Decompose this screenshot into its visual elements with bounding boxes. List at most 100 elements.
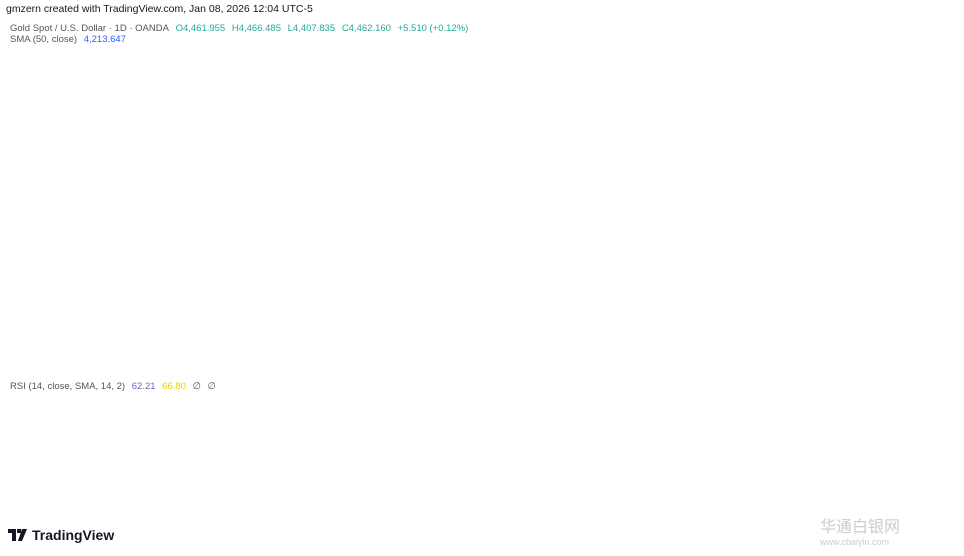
- candle-body: [628, 144, 642, 146]
- time-tick-label: 15: [613, 502, 623, 512]
- candle-body: [698, 93, 712, 132]
- time-tick-label: 7: [5, 502, 10, 512]
- price-tick-label: 3,900.000: [918, 292, 958, 302]
- candle: [838, 88, 852, 128]
- candle: [402, 196, 416, 206]
- candle: [228, 166, 242, 206]
- rsi-tick-label: 70.00: [921, 407, 944, 417]
- candle-body: [210, 186, 224, 212]
- candle: [245, 180, 259, 248]
- candle: [367, 199, 381, 218]
- candle-body: [297, 229, 311, 236]
- candle: [768, 52, 782, 146]
- candle-body: [506, 181, 520, 185]
- candle-body: [559, 174, 573, 182]
- time-tick-label: 3: [476, 502, 481, 512]
- candle-body: [262, 229, 276, 243]
- sma-legend[interactable]: SMA (50, close) 4,213.647: [10, 34, 130, 45]
- price-tick-label: 3,800.000: [918, 330, 958, 340]
- candle: [280, 228, 294, 260]
- chart-credit: gmzern created with TradingView.com, Jan…: [6, 3, 313, 15]
- price-tick-label: 4,500.000: [918, 67, 958, 77]
- time-tick-label: 23: [718, 502, 728, 512]
- candle: [472, 169, 486, 188]
- candle-body: [785, 130, 799, 134]
- candle-body: [803, 130, 817, 140]
- candle: [873, 70, 886, 101]
- tradingview-logo-icon: [8, 529, 27, 541]
- time-tick-label: 26: [752, 502, 762, 512]
- time-tick-label: 13: [230, 502, 240, 512]
- candle: [175, 216, 189, 258]
- time-tick-label: 11: [195, 502, 204, 512]
- price-badge-label: 4,180.688: [917, 190, 957, 200]
- candle: [419, 174, 433, 203]
- tradingview-logo[interactable]: TradingView: [8, 527, 114, 543]
- time-tick-label: 29: [38, 502, 48, 512]
- candle: [315, 217, 329, 245]
- time-tick-label: 7: [162, 502, 167, 512]
- rsi-tick-label: 50.00: [921, 445, 944, 455]
- price-badge: [913, 113, 964, 136]
- candle-body: [228, 183, 242, 195]
- time-tick-label: 6: [860, 502, 865, 512]
- currency-label: USD: [920, 22, 940, 32]
- candle-body: [437, 172, 451, 176]
- candle: [628, 133, 642, 158]
- candle: [36, 247, 50, 293]
- candle-body: [716, 76, 730, 92]
- candle-body: [611, 145, 625, 147]
- rsi-ma-line: [7, 405, 897, 448]
- candle: [611, 127, 625, 152]
- candle: [803, 118, 817, 158]
- candle-body: [524, 184, 538, 188]
- price-tick-label: 3,700.000: [918, 367, 958, 377]
- candle-body: [472, 183, 486, 185]
- candle-body: [733, 76, 747, 80]
- candle-body: [315, 226, 329, 231]
- rsi-tick-label: 80.00: [921, 388, 944, 398]
- candle-body: [88, 259, 102, 263]
- candle: [733, 61, 747, 92]
- time-tick-label: Dec: [436, 502, 453, 512]
- candle-body: [646, 133, 660, 146]
- candle-body: [158, 259, 172, 269]
- time-tick-label: 19: [683, 502, 693, 512]
- candle: [106, 256, 120, 287]
- price-tick-label: 4,300.000: [918, 142, 958, 152]
- time-tick-label: 19: [299, 502, 309, 512]
- candle-body: [873, 72, 886, 89]
- rsi-legend[interactable]: RSI (14, close, SMA, 14, 2) 62.21 66.80 …: [10, 381, 220, 392]
- price-tick-label: 4,200.000: [918, 180, 958, 190]
- candle-body: [193, 211, 207, 216]
- candle-body: [245, 193, 259, 228]
- price-badge-label: 4,539.298: [917, 57, 957, 67]
- candle-body: [1, 226, 15, 267]
- time-tick-label: 8: [894, 502, 899, 512]
- candle-body: [594, 147, 608, 155]
- price-badge-label: 4,379.672: [917, 115, 957, 125]
- price-tick-label: 4,400.000: [918, 105, 958, 115]
- candle-body: [820, 133, 834, 138]
- candle: [437, 160, 451, 182]
- watermark-text: 华通白银网: [820, 519, 901, 536]
- candle-body: [106, 256, 120, 287]
- symbol-legend[interactable]: Gold Spot / U.S. Dollar · 1D · OANDA O4,…: [10, 23, 472, 34]
- price-badge-label: 4,462.160: [917, 77, 957, 87]
- candle: [88, 247, 102, 273]
- time-tick-label: Nov: [87, 502, 104, 512]
- rsi-band-fill: [0, 412, 913, 488]
- candle: [716, 72, 730, 98]
- time-tick-label: 21: [334, 502, 344, 512]
- candle-body: [454, 172, 468, 183]
- candle-body: [576, 154, 590, 174]
- candle: [785, 108, 799, 138]
- candle-body: [384, 198, 398, 209]
- candle: [559, 169, 573, 191]
- candle: [506, 162, 520, 188]
- rsi-label: RSI (14, close, SMA, 14, 2): [10, 381, 126, 392]
- price-tick-label: 4,000.000: [918, 255, 958, 265]
- candle: [210, 180, 224, 222]
- candle-body: [419, 178, 433, 200]
